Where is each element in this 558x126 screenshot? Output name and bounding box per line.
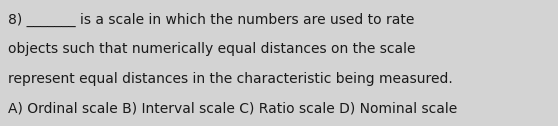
Text: 8) _______ is a scale in which the numbers are used to rate: 8) _______ is a scale in which the numbe… bbox=[8, 13, 415, 27]
Text: represent equal distances in the characteristic being measured.: represent equal distances in the charact… bbox=[8, 72, 453, 86]
Text: objects such that numerically equal distances on the scale: objects such that numerically equal dist… bbox=[8, 42, 416, 56]
Text: A) Ordinal scale B) Interval scale C) Ratio scale D) Nominal scale: A) Ordinal scale B) Interval scale C) Ra… bbox=[8, 101, 458, 115]
